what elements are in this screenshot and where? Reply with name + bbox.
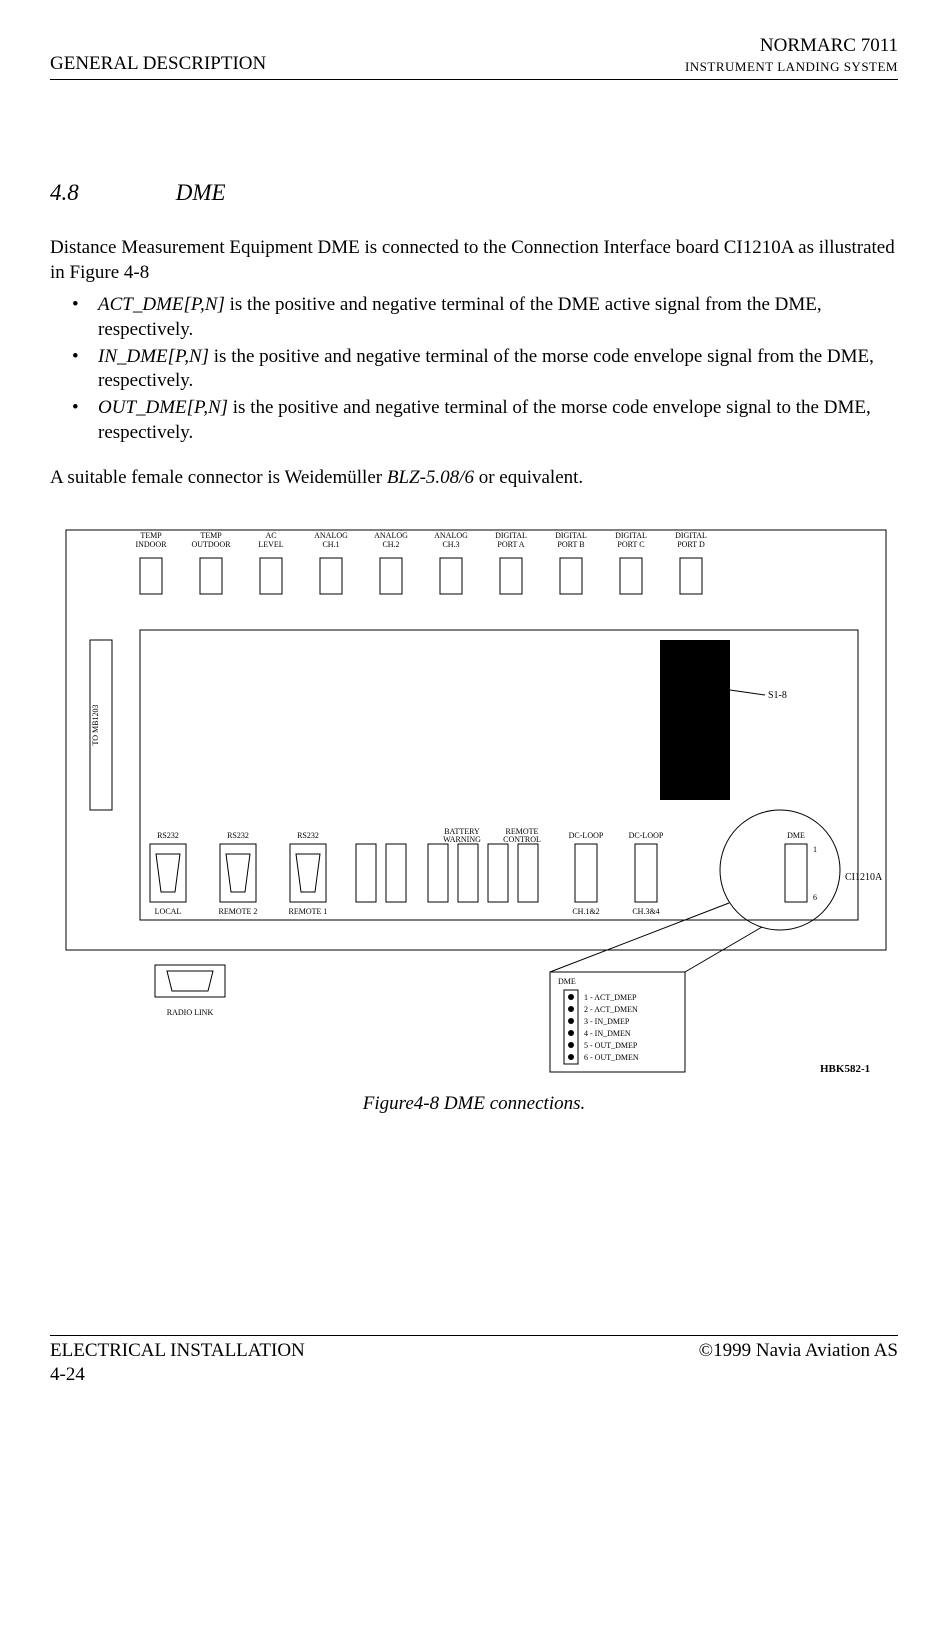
header-product: NORMARC 7011 bbox=[685, 35, 898, 57]
header-right: NORMARC 7011 INSTRUMENT LANDING SYSTEM bbox=[685, 35, 898, 75]
section-number: 4.8 bbox=[50, 180, 170, 206]
svg-text:PORT B: PORT B bbox=[557, 540, 584, 549]
svg-text:REMOTE 1: REMOTE 1 bbox=[289, 907, 328, 916]
svg-text:DIGITAL: DIGITAL bbox=[555, 531, 587, 540]
section-title: DME bbox=[176, 180, 226, 205]
svg-text:RADIO LINK: RADIO LINK bbox=[167, 1008, 214, 1017]
svg-text:4 - IN_DMEN: 4 - IN_DMEN bbox=[584, 1029, 631, 1038]
svg-text:1 - ACT_DMEP: 1 - ACT_DMEP bbox=[584, 993, 637, 1002]
svg-text:RS232: RS232 bbox=[297, 831, 319, 840]
svg-text:RS232: RS232 bbox=[227, 831, 249, 840]
svg-text:INDOOR: INDOOR bbox=[135, 540, 167, 549]
svg-text:CH.2: CH.2 bbox=[382, 540, 399, 549]
svg-text:AC: AC bbox=[265, 531, 276, 540]
svg-text:5 - OUT_DMEP: 5 - OUT_DMEP bbox=[584, 1041, 638, 1050]
svg-text:DME: DME bbox=[558, 977, 576, 986]
footer-rule bbox=[50, 1335, 898, 1336]
page-footer: ELECTRICAL INSTALLATION ©1999 Navia Avia… bbox=[50, 1340, 898, 1362]
svg-text:DC-LOOP: DC-LOOP bbox=[629, 831, 664, 840]
list-item: OUT_DME[P,N] is the positive and negativ… bbox=[50, 396, 898, 445]
svg-text:S1-8: S1-8 bbox=[768, 690, 787, 701]
svg-text:TEMP: TEMP bbox=[200, 531, 222, 540]
svg-text:LOCAL: LOCAL bbox=[155, 907, 182, 916]
svg-text:DME: DME bbox=[787, 831, 805, 840]
svg-text:PORT D: PORT D bbox=[677, 540, 705, 549]
figure-caption: Figure4-8 DME connections. bbox=[50, 1093, 898, 1115]
svg-text:PORT A: PORT A bbox=[497, 540, 524, 549]
svg-text:DIGITAL: DIGITAL bbox=[615, 531, 647, 540]
svg-text:CI1210A: CI1210A bbox=[845, 872, 883, 883]
svg-text:CH.3: CH.3 bbox=[442, 540, 459, 549]
list-item: ACT_DME[P,N] is the positive and negativ… bbox=[50, 293, 898, 342]
svg-text:DC-LOOP: DC-LOOP bbox=[569, 831, 604, 840]
diagram-container: TEMPINDOORTEMPOUTDOORACLEVELANALOGCH.1AN… bbox=[50, 520, 898, 1085]
connector-post: or equivalent. bbox=[474, 467, 583, 488]
svg-text:OUTDOOR: OUTDOOR bbox=[191, 540, 231, 549]
svg-text:PORT C: PORT C bbox=[617, 540, 644, 549]
connector-model: BLZ-5.08/6 bbox=[387, 467, 474, 488]
svg-text:3 - IN_DMEP: 3 - IN_DMEP bbox=[584, 1017, 630, 1026]
footer-left: ELECTRICAL INSTALLATION bbox=[50, 1340, 305, 1362]
svg-text:TEMP: TEMP bbox=[140, 531, 162, 540]
bullet-list: ACT_DME[P,N] is the positive and negativ… bbox=[50, 293, 898, 445]
svg-text:6: 6 bbox=[813, 893, 817, 902]
header-left: GENERAL DESCRIPTION bbox=[50, 53, 266, 75]
svg-text:DIGITAL: DIGITAL bbox=[495, 531, 527, 540]
svg-text:WARNING: WARNING bbox=[443, 835, 481, 844]
list-item: IN_DME[P,N] is the positive and negative… bbox=[50, 345, 898, 394]
header-rule bbox=[50, 79, 898, 80]
svg-text:ANALOG: ANALOG bbox=[314, 531, 348, 540]
term: IN_DME[P,N] bbox=[98, 346, 209, 367]
page-header: GENERAL DESCRIPTION NORMARC 7011 INSTRUM… bbox=[50, 35, 898, 75]
svg-text:CH.1&2: CH.1&2 bbox=[572, 907, 599, 916]
section-heading: 4.8 DME bbox=[50, 180, 898, 206]
svg-text:HBK582-1: HBK582-1 bbox=[820, 1063, 870, 1075]
connection-diagram: TEMPINDOORTEMPOUTDOORACLEVELANALOGCH.1AN… bbox=[50, 520, 910, 1080]
connector-pre: A suitable female connector is Weidemüll… bbox=[50, 467, 387, 488]
svg-text:1: 1 bbox=[813, 845, 817, 854]
svg-text:CONTROL: CONTROL bbox=[503, 835, 541, 844]
connector-paragraph: A suitable female connector is Weidemüll… bbox=[50, 466, 898, 491]
header-subtitle: INSTRUMENT LANDING SYSTEM bbox=[685, 59, 898, 75]
svg-text:TO MB1203: TO MB1203 bbox=[91, 705, 100, 746]
term: OUT_DME[P,N] bbox=[98, 397, 228, 418]
desc: is the positive and negative terminal of… bbox=[98, 346, 874, 392]
footer-right: ©1999 Navia Aviation AS bbox=[699, 1340, 898, 1362]
svg-text:CH.1: CH.1 bbox=[322, 540, 339, 549]
svg-text:6 - OUT_DMEN: 6 - OUT_DMEN bbox=[584, 1053, 639, 1062]
term: ACT_DME[P,N] bbox=[98, 294, 225, 315]
svg-text:ANALOG: ANALOG bbox=[374, 531, 408, 540]
svg-text:RS232: RS232 bbox=[157, 831, 179, 840]
svg-text:CH.3&4: CH.3&4 bbox=[632, 907, 659, 916]
svg-text:2 - ACT_DMEN: 2 - ACT_DMEN bbox=[584, 1005, 638, 1014]
svg-text:LEVEL: LEVEL bbox=[258, 540, 283, 549]
svg-text:REMOTE 2: REMOTE 2 bbox=[219, 907, 258, 916]
svg-text:ANALOG: ANALOG bbox=[434, 531, 468, 540]
svg-text:DIGITAL: DIGITAL bbox=[675, 531, 707, 540]
intro-paragraph: Distance Measurement Equipment DME is co… bbox=[50, 236, 898, 285]
page-number: 4-24 bbox=[50, 1364, 898, 1386]
